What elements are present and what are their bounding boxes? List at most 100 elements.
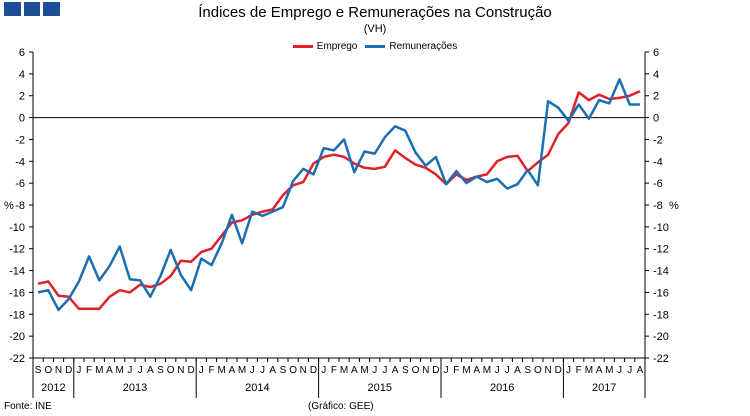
y-tick-label-left: -16 [9, 287, 25, 299]
x-month-label: N [422, 365, 429, 376]
x-month-label: J [76, 365, 81, 376]
x-month-label: S [157, 365, 164, 376]
y-tick-label-left: 6 [19, 47, 25, 59]
y-tick-label-left: -2 [15, 134, 25, 146]
x-month-label: J [627, 365, 632, 376]
x-month-label: M [238, 365, 246, 376]
y-tick-label-right: -10 [653, 222, 669, 234]
x-year-label: 2015 [368, 382, 392, 394]
x-month-label: F [331, 365, 337, 376]
y-tick-label-left: -4 [15, 156, 25, 168]
x-month-label: M [340, 365, 348, 376]
x-month-label: F [576, 365, 582, 376]
x-month-label: F [208, 365, 214, 376]
x-month-label: D [432, 365, 439, 376]
x-month-label: A [147, 365, 154, 376]
y-tick-label-left: -22 [9, 353, 25, 365]
y-tick-label-right: -8 [653, 200, 663, 212]
x-month-label: D [187, 365, 194, 376]
x-month-label: F [86, 365, 92, 376]
x-month-label: J [321, 365, 326, 376]
x-month-label: M [462, 365, 470, 376]
x-month-label: A [637, 365, 644, 376]
x-month-label: N [544, 365, 551, 376]
y-tick-label-right: 4 [653, 69, 659, 81]
y-tick-label-right: -6 [653, 178, 663, 190]
legend-swatch-emprego [292, 45, 313, 48]
x-month-label: M [116, 365, 124, 376]
x-month-label: F [453, 365, 459, 376]
x-month-label: J [505, 365, 510, 376]
x-month-label: S [35, 365, 42, 376]
x-month-label: O [289, 365, 297, 376]
y-tick-label-right: -2 [653, 134, 663, 146]
x-month-label: J [382, 365, 387, 376]
x-month-label: O [167, 365, 175, 376]
x-month-label: J [617, 365, 622, 376]
x-year-label: 2012 [41, 382, 65, 394]
x-month-label: J [495, 365, 500, 376]
x-month-label: S [524, 365, 531, 376]
x-month-label: J [138, 365, 143, 376]
x-month-label: J [566, 365, 571, 376]
x-month-label: J [250, 365, 255, 376]
legend-entry-emprego: Emprego [292, 41, 358, 52]
y-tick-label-right: -22 [653, 353, 669, 365]
y-tick-label-left: -6 [15, 178, 25, 190]
x-month-label: J [372, 365, 377, 376]
x-month-label: J [444, 365, 449, 376]
x-month-label: N [55, 365, 62, 376]
y-tick-label-right: 2 [653, 91, 659, 103]
source-note: Fonte: INE [4, 401, 52, 412]
y-tick-label-left: -20 [9, 331, 25, 343]
y-tick-label-right: 0 [653, 113, 659, 125]
x-month-label: A [269, 365, 276, 376]
y-tick-label-left: 2 [19, 91, 25, 103]
x-month-label: M [585, 365, 593, 376]
y-tick-label-left: -14 [9, 266, 25, 278]
series-line-remuneracoes [37, 78, 640, 312]
ine-logo [4, 2, 61, 16]
y-tick-label-right: -4 [653, 156, 663, 168]
legend-label-emprego: Emprego [316, 41, 358, 52]
chart-title: Índices de Emprego e Remunerações na Con… [198, 4, 552, 21]
y-tick-label-right: -18 [653, 309, 669, 321]
x-month-label: A [473, 365, 480, 376]
x-year-label: 2017 [592, 382, 616, 394]
y-tick-label-right: -14 [653, 266, 669, 278]
x-year-label: 2016 [490, 382, 514, 394]
y-tick-label-right: -12 [653, 244, 669, 256]
y-axis-unit-left: % [4, 200, 14, 212]
y-tick-label-left: 0 [19, 113, 25, 125]
y-tick-label-right: -16 [653, 287, 669, 299]
legend: Emprego Remunerações [0, 41, 750, 52]
x-month-label: O [412, 365, 420, 376]
x-month-label: A [106, 365, 113, 376]
x-month-label: D [310, 365, 317, 376]
x-month-label: D [555, 365, 562, 376]
x-month-label: M [218, 365, 226, 376]
x-month-label: O [534, 365, 542, 376]
legend-swatch-remuneracoes [365, 45, 386, 48]
x-month-label: A [351, 365, 358, 376]
y-tick-label-left: -10 [9, 222, 25, 234]
y-tick-label-left: -18 [9, 309, 25, 321]
x-month-label: S [280, 365, 287, 376]
x-month-label: A [392, 365, 399, 376]
x-month-label: M [95, 365, 103, 376]
y-tick-label-right: 6 [653, 47, 659, 59]
x-month-label: D [65, 365, 72, 376]
x-year-label: 2014 [245, 382, 269, 394]
x-month-label: N [177, 365, 184, 376]
x-month-label: A [229, 365, 236, 376]
x-month-label: A [596, 365, 603, 376]
y-tick-label-left: 4 [19, 69, 25, 81]
credit-note: (Gráfico: GEE) [308, 401, 374, 412]
x-month-label: N [300, 365, 307, 376]
x-month-label: J [260, 365, 265, 376]
y-tick-label-left: -12 [9, 244, 25, 256]
x-month-label: J [127, 365, 132, 376]
y-tick-label-right: -20 [653, 331, 669, 343]
x-month-label: O [44, 365, 52, 376]
